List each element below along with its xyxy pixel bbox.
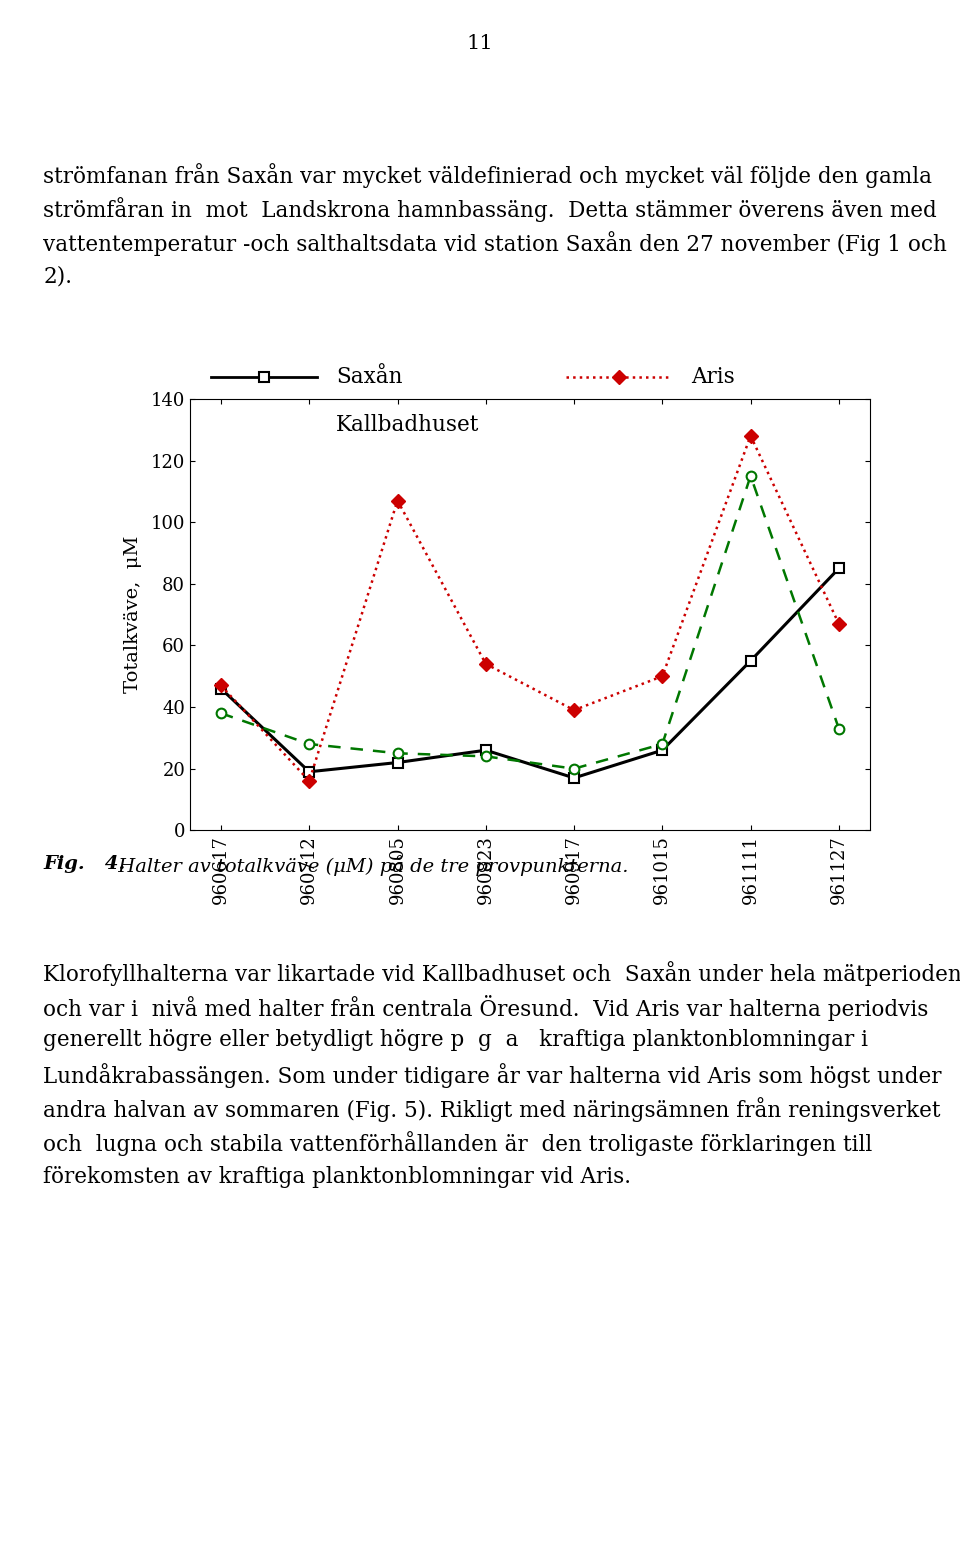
Text: strömfanan från Saxån var mycket väldefinierad och mycket väl följde den gamla: strömfanan från Saxån var mycket väldefi… xyxy=(43,163,932,188)
Text: Lundåkrabassängen. Som under tidigare år var halterna vid Aris som högst under: Lundåkrabassängen. Som under tidigare år… xyxy=(43,1063,942,1088)
Text: förekomsten av kraftiga planktonblomningar vid Aris.: förekomsten av kraftiga planktonblomning… xyxy=(43,1166,632,1187)
Text: Fig.   4.: Fig. 4. xyxy=(43,855,126,874)
Text: andra halvan av sommaren (Fig. 5). Rikligt med näringsämnen från reningsverket: andra halvan av sommaren (Fig. 5). Rikli… xyxy=(43,1097,941,1122)
Text: Aris: Aris xyxy=(691,366,735,388)
Text: generellt högre eller betydligt högre p  g  a   kraftiga planktonblomningar i: generellt högre eller betydligt högre p … xyxy=(43,1029,868,1051)
Text: Saxån: Saxån xyxy=(336,366,402,388)
Text: Klorofyllhalterna var likartade vid Kallbadhuset och  Saxån under hela mätperiod: Klorofyllhalterna var likartade vid Kall… xyxy=(43,961,960,986)
Y-axis label: Totalkväve,  μM: Totalkväve, μM xyxy=(125,535,142,694)
Text: Halter av totalkväve (μM) på de tre provpunkterna.: Halter av totalkväve (μM) på de tre prov… xyxy=(112,855,629,877)
Text: vattentemperatur -och salthaltsdata vid station Saxån den 27 november (Fig 1 och: vattentemperatur -och salthaltsdata vid … xyxy=(43,231,948,256)
Text: och  lugna och stabila vattenförhållanden är  den troligaste förklaringen till: och lugna och stabila vattenförhållanden… xyxy=(43,1131,873,1156)
Text: Kallbadhuset: Kallbadhuset xyxy=(336,414,479,436)
Text: och var i  nivå med halter från centrala Öresund.  Vid Aris var halterna periodv: och var i nivå med halter från centrala … xyxy=(43,995,928,1021)
Text: strömfåran in  mot  Landskrona hamnbassäng.  Detta stämmer överens även med: strömfåran in mot Landskrona hamnbassäng… xyxy=(43,197,937,222)
Text: 11: 11 xyxy=(467,34,493,53)
Text: 2).: 2). xyxy=(43,265,72,287)
